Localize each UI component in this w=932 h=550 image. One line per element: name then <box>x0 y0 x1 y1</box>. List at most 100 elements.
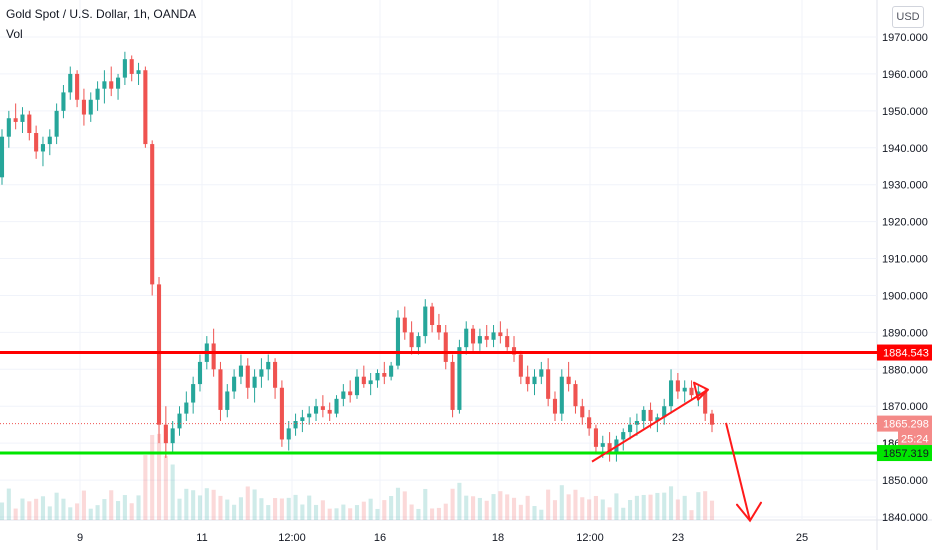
volume-bar <box>34 498 39 520</box>
volume-bar <box>273 498 278 520</box>
candle-body <box>361 376 366 385</box>
volume-bar <box>593 495 598 520</box>
countdown-label-bg <box>898 430 932 447</box>
candle-body <box>54 110 59 137</box>
candle-body <box>580 406 585 418</box>
volume-bar <box>368 498 373 520</box>
volume-bar <box>566 494 571 520</box>
currency-button[interactable]: USD <box>892 6 924 28</box>
candle-body <box>689 387 694 396</box>
volume-bars <box>0 433 715 520</box>
candle-body <box>607 443 612 455</box>
price-tick-label: 1960.000 <box>882 69 928 81</box>
candle-body <box>211 343 216 370</box>
volume-bar <box>61 498 66 520</box>
candle-body <box>484 336 489 340</box>
candle-body <box>532 376 537 385</box>
candle-body <box>0 136 5 178</box>
candle-body <box>621 432 626 440</box>
volume-bar <box>13 508 18 520</box>
volume-bar <box>109 490 114 520</box>
volume-bar <box>634 495 639 520</box>
time-axis[interactable]: 9 11 12:00 16 18 12:00 23 25 <box>77 532 808 544</box>
volume-bar <box>491 494 496 520</box>
candle-body <box>464 328 469 348</box>
volume-bar <box>116 501 121 520</box>
volume-bar <box>573 489 578 520</box>
volume-bar <box>177 498 182 520</box>
volume-bar <box>252 489 257 520</box>
volume-bar <box>525 495 530 520</box>
volume-bar <box>389 495 394 520</box>
volume-bar <box>170 464 175 520</box>
horizontal-lines[interactable] <box>0 351 877 455</box>
candle-body <box>320 406 325 410</box>
volume-bar <box>102 499 107 520</box>
candle-body <box>491 332 496 340</box>
volume-bar <box>47 506 52 520</box>
candle-body <box>593 428 598 447</box>
down-arrow-head <box>736 501 762 523</box>
volume-bar <box>361 501 366 520</box>
volume-bar <box>628 500 633 520</box>
volume-bar <box>464 495 469 520</box>
candle-body <box>443 332 448 362</box>
support-label: 1857.319 <box>883 448 929 460</box>
down-arrow-line <box>725 422 751 521</box>
volume-bar <box>675 499 680 520</box>
volume-bar <box>409 504 414 520</box>
drawings[interactable] <box>591 381 762 523</box>
price-labels: 1884.543 1865.298 25:24 1857.319 <box>877 344 932 462</box>
price-tick-label: 1940.000 <box>882 143 928 155</box>
symbol-title: Gold Spot / U.S. Dollar, 1h, OANDA <box>6 7 197 21</box>
price-tick-label: 1900.000 <box>882 290 928 302</box>
price-tick-label: 1870.000 <box>882 401 928 413</box>
candle-body <box>313 406 319 414</box>
candle-body <box>252 376 257 388</box>
time-tick-label: 25 <box>796 532 808 544</box>
volume-bar <box>477 497 482 520</box>
volume-bar <box>655 492 660 520</box>
candle-body <box>75 73 80 100</box>
volume-bar <box>259 498 264 520</box>
volume-bar <box>689 510 694 520</box>
volume-bar <box>184 488 189 520</box>
volume-bar <box>341 504 346 520</box>
price-tick-label: 1840.000 <box>882 512 928 524</box>
volume-bar <box>238 497 243 520</box>
volume-bar <box>232 504 237 520</box>
candle-body <box>20 114 25 122</box>
last-price-label: 1865.298 <box>883 419 929 431</box>
volume-bar <box>156 433 162 520</box>
candle-body <box>266 361 271 370</box>
volume-bar <box>580 497 585 520</box>
volume-bar <box>518 504 523 520</box>
candle-body <box>430 306 435 325</box>
volume-bar <box>436 507 441 520</box>
candle-body <box>587 417 592 429</box>
volume-bar <box>402 491 407 520</box>
volume-bar <box>614 493 619 520</box>
volume-bar <box>136 495 141 520</box>
time-tick-label: 16 <box>374 532 386 544</box>
volume-bar <box>163 456 168 520</box>
candle-body <box>300 417 305 421</box>
candle-body <box>232 376 237 392</box>
volume-bar <box>416 508 421 520</box>
candle-body <box>225 391 230 410</box>
volume-bar <box>204 488 209 520</box>
support-label-bg <box>877 445 932 462</box>
candle-body <box>505 336 510 348</box>
candle-body <box>354 376 360 396</box>
volume-bar <box>641 494 646 520</box>
volume-bar <box>668 486 674 520</box>
volume-bar <box>279 498 284 520</box>
candle-body <box>47 136 52 145</box>
time-tick-label: 23 <box>672 532 684 544</box>
price-axis[interactable]: 1970.000 1960.000 1950.000 1940.000 1930.000… <box>882 32 928 524</box>
volume-bar <box>709 500 715 520</box>
candle-body <box>423 306 428 337</box>
candle-body <box>525 376 530 385</box>
candle-body <box>197 361 203 385</box>
